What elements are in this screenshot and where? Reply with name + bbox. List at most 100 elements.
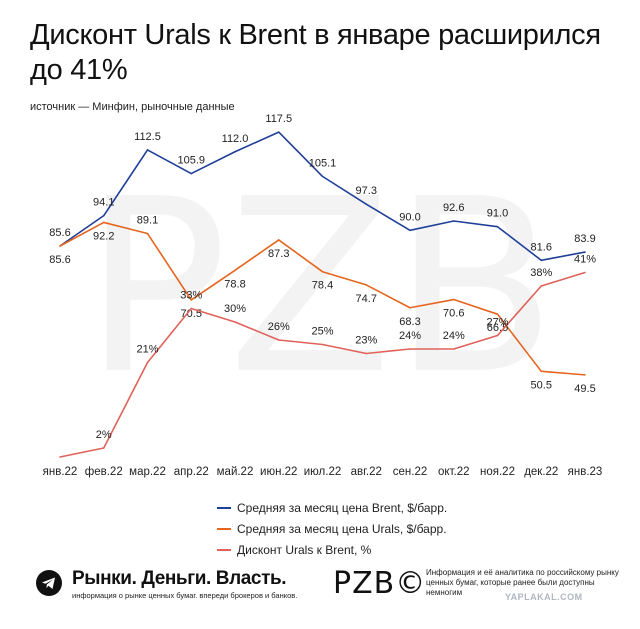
watermark: YAPLAKAL.COM: [505, 592, 583, 602]
data-point: [365, 203, 368, 206]
data-label: 85.6: [49, 254, 70, 266]
data-point: [409, 306, 411, 309]
data-label: 105.1: [309, 157, 337, 169]
data-label: 38%: [530, 267, 552, 279]
data-point: [277, 339, 280, 341]
data-label: 66.5: [487, 322, 508, 334]
data-label: 25%: [311, 326, 333, 338]
data-point: [409, 348, 411, 350]
data-point: [146, 232, 149, 235]
x-tick-label: авг.22: [351, 466, 382, 478]
data-label: 97.3: [356, 185, 377, 197]
data-label: 41%: [574, 254, 596, 266]
data-label: 94.1: [93, 197, 114, 209]
data-label: 2%: [96, 429, 112, 441]
data-label: 49.5: [574, 383, 595, 395]
data-point: [102, 214, 105, 217]
data-label: 24%: [443, 330, 465, 342]
x-tick-label: апр.22: [174, 466, 209, 478]
legend-label-urals: Средняя за месяц цена Urals, $/барр.: [237, 521, 447, 536]
data-label: 112.0: [222, 133, 249, 145]
x-tick-label: июл.22: [304, 466, 342, 478]
data-point: [321, 343, 324, 346]
data-label: 74.7: [356, 293, 377, 305]
data-point: [321, 270, 324, 273]
chart-source: источник — Минфин, рыночные данные: [30, 101, 235, 113]
data-point: [540, 370, 543, 373]
legend: Средняя за месяц цена Brent, $/барр. Сре…: [217, 497, 447, 560]
legend-swatch-discount: [217, 548, 231, 551]
legend-item-brent: Средняя за месяц цена Brent, $/барр.: [217, 497, 447, 518]
data-label: 89.1: [137, 215, 158, 227]
x-tick-label: янв.22: [43, 466, 78, 478]
background-watermark-logo: PZB: [83, 147, 557, 427]
data-point: [102, 221, 105, 224]
legend-swatch-brent: [217, 506, 231, 509]
data-point: [234, 321, 236, 323]
data-point: [234, 269, 236, 272]
data-point: [321, 175, 324, 178]
legend-label-discount: Дисконт Urals к Brent, %: [237, 542, 372, 557]
data-label: 83.9: [574, 233, 595, 245]
footer-info: Информация и её аналитика по российскому…: [426, 568, 619, 597]
data-label: 30%: [224, 303, 246, 315]
data-point: [146, 149, 149, 151]
brand-name: Рынки. Деньги. Власть.: [72, 568, 287, 589]
data-point: [59, 245, 61, 247]
data-point: [584, 374, 586, 376]
data-label: 50.5: [531, 379, 552, 391]
x-tick-label: ноя.22: [480, 466, 515, 478]
data-label: 92.2: [93, 230, 114, 242]
data-label: 85.6: [49, 227, 70, 239]
data-point: [102, 447, 105, 449]
data-point: [452, 298, 455, 301]
data-point: [365, 352, 368, 355]
data-label: 92.6: [443, 202, 464, 214]
data-label: 112.5: [134, 131, 161, 143]
data-label: 70.6: [443, 308, 464, 320]
x-tick-label: окт.22: [438, 466, 470, 478]
data-label: 105.9: [177, 155, 205, 167]
data-point: [452, 220, 455, 222]
data-label: 117.5: [265, 113, 292, 125]
data-label: 90.0: [399, 211, 420, 223]
footer: Рынки. Деньги. Власть. информация о рынк…: [36, 566, 626, 616]
data-label: 68.3: [399, 316, 420, 328]
data-point: [277, 131, 280, 133]
data-point: [234, 150, 236, 153]
data-point: [190, 172, 193, 175]
data-point: [496, 313, 499, 315]
telegram-icon[interactable]: [36, 570, 62, 596]
data-point: [452, 348, 455, 350]
x-tick-label: май.22: [217, 466, 254, 478]
data-label: 33%: [180, 290, 202, 302]
x-tick-label: сен.22: [393, 466, 427, 478]
data-point: [409, 229, 411, 232]
x-tick-label: дек.22: [524, 466, 558, 478]
x-tick-label: янв.23: [568, 466, 603, 478]
data-point: [584, 251, 586, 253]
data-point: [365, 284, 368, 286]
legend-swatch-urals: [217, 527, 231, 530]
data-label: 21%: [136, 344, 158, 356]
data-point: [59, 456, 61, 458]
data-label: 87.3: [268, 248, 289, 260]
data-point: [146, 361, 149, 364]
x-tick-label: фев.22: [85, 466, 123, 478]
chart-title: Дисконт Urals к Brent в январе расширилс…: [30, 19, 601, 86]
legend-label-brent: Средняя за месяц цена Brent, $/барр.: [237, 500, 448, 515]
data-label: 24%: [399, 330, 421, 342]
brand-tagline: информация о рынке ценных бумаг. впереди…: [72, 591, 298, 600]
data-label: 23%: [355, 335, 377, 347]
legend-item-discount: Дисконт Urals к Brent, %: [217, 539, 447, 560]
data-label: 27%: [486, 317, 508, 329]
data-point: [190, 307, 193, 310]
data-label: 78.8: [224, 278, 245, 290]
data-point: [540, 259, 543, 262]
legend-item-urals: Средняя за месяц цена Urals, $/барр.: [217, 518, 447, 539]
data-label: 81.6: [531, 241, 552, 253]
x-tick-label: июн.22: [260, 466, 297, 478]
data-label: 91.0: [487, 208, 508, 220]
data-point: [277, 239, 280, 241]
data-point: [540, 285, 543, 287]
